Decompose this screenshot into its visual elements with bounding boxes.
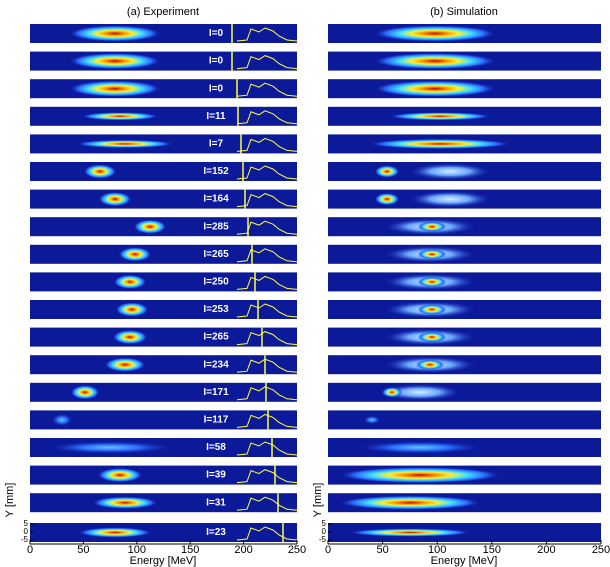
image-strip — [30, 190, 297, 209]
x-tick-label: 100 — [128, 544, 146, 556]
beam-spot — [382, 387, 402, 397]
beam-spot — [70, 53, 160, 69]
beam-spot — [93, 497, 157, 509]
beam-spot — [82, 112, 158, 120]
x-tick-label: 200 — [234, 544, 252, 556]
shot-label: I=152 — [203, 166, 229, 177]
beam-spot — [375, 26, 495, 42]
panel-title: (a) Experiment — [127, 6, 199, 18]
shot-label: I=11 — [206, 111, 226, 122]
beam-spot — [350, 529, 470, 537]
x-tick-label: 50 — [376, 544, 388, 556]
beam-spot — [418, 305, 446, 315]
beam-spot — [418, 222, 446, 232]
shot-label: I=23 — [206, 527, 226, 538]
beam-halo — [410, 191, 490, 207]
shot-label: I=285 — [203, 221, 229, 232]
image-strip — [328, 383, 601, 402]
beam-spot — [70, 26, 160, 42]
beam-spot — [98, 468, 142, 482]
y-axis-label: Y [mm] — [312, 483, 324, 518]
shot-label: I=58 — [206, 442, 226, 453]
beam-spot — [52, 414, 72, 426]
image-strip — [30, 355, 297, 374]
shot-label: I=164 — [203, 194, 229, 205]
image-strip — [30, 107, 297, 126]
image-strip — [30, 383, 297, 402]
beam-spot — [99, 192, 131, 206]
image-strip — [30, 300, 297, 319]
shot-label: I=171 — [203, 387, 229, 398]
beam-spot — [105, 358, 145, 372]
panel-title: (b) Simulation — [430, 6, 498, 18]
shot-label: I=0 — [209, 83, 224, 94]
shot-label: I=31 — [206, 497, 226, 508]
x-tick-label: 150 — [483, 544, 501, 556]
beam-spot — [416, 360, 444, 370]
figure: (a) Experiment (b) Simulation Y [mm] Y [… — [0, 0, 610, 567]
beam-spot — [340, 496, 480, 510]
x-axis-label: Energy [MeV] — [130, 555, 197, 567]
x-tick-label: 0 — [27, 544, 33, 556]
beam-spot — [390, 112, 490, 120]
x-tick-label: 200 — [537, 544, 555, 556]
x-axis-label: Energy [MeV] — [431, 555, 498, 567]
x-tick-label: 250 — [288, 544, 306, 556]
beam-spot — [370, 139, 510, 149]
beam-spot — [71, 385, 99, 399]
beam-spot — [116, 303, 148, 317]
beam-spot — [77, 140, 173, 148]
beam-spot — [418, 277, 446, 287]
beam-spot — [375, 166, 399, 178]
beam-spot — [134, 220, 166, 234]
image-strip — [30, 245, 297, 264]
y-axis-label: Y [mm] — [4, 483, 16, 518]
beam-spot — [375, 53, 495, 69]
shot-label: I=7 — [209, 139, 224, 150]
image-strip — [30, 523, 297, 542]
image-strip — [30, 328, 297, 347]
shot-label: I=0 — [209, 28, 224, 39]
image-strip — [30, 272, 297, 291]
x-tick-label: 150 — [181, 544, 199, 556]
beam-spot — [119, 247, 151, 261]
beam-spot — [50, 442, 170, 454]
y-tick-label: -5 — [21, 535, 29, 544]
beam-spot — [364, 416, 380, 424]
beam-spot — [79, 528, 151, 538]
shot-label: I=253 — [203, 304, 229, 315]
beam-spot — [340, 467, 500, 483]
shot-label: I=117 — [204, 415, 229, 426]
beam-spot — [360, 442, 480, 454]
beam-spot — [70, 81, 160, 97]
x-tick-label: 250 — [592, 544, 610, 556]
image-strip — [30, 466, 297, 485]
beam-spot — [84, 165, 116, 179]
beam-halo — [410, 164, 490, 180]
shot-label: I=0 — [209, 56, 224, 67]
beam-spot — [375, 193, 399, 205]
image-strip — [30, 162, 297, 181]
x-tick-label: 100 — [428, 544, 446, 556]
x-tick-label: 0 — [325, 544, 331, 556]
shot-label: I=234 — [203, 359, 229, 370]
beam-spot — [114, 275, 146, 289]
beam-spot — [113, 330, 147, 344]
x-tick-label: 50 — [77, 544, 89, 556]
shot-label: I=39 — [206, 470, 226, 481]
shot-label: I=265 — [203, 249, 229, 260]
shot-label: I=265 — [203, 332, 229, 343]
beam-spot — [418, 249, 446, 259]
beam-spot — [418, 332, 446, 342]
shot-label: I=250 — [203, 277, 229, 288]
image-strip — [30, 493, 297, 512]
y-tick-label: -5 — [319, 535, 327, 544]
beam-spot — [375, 81, 495, 97]
